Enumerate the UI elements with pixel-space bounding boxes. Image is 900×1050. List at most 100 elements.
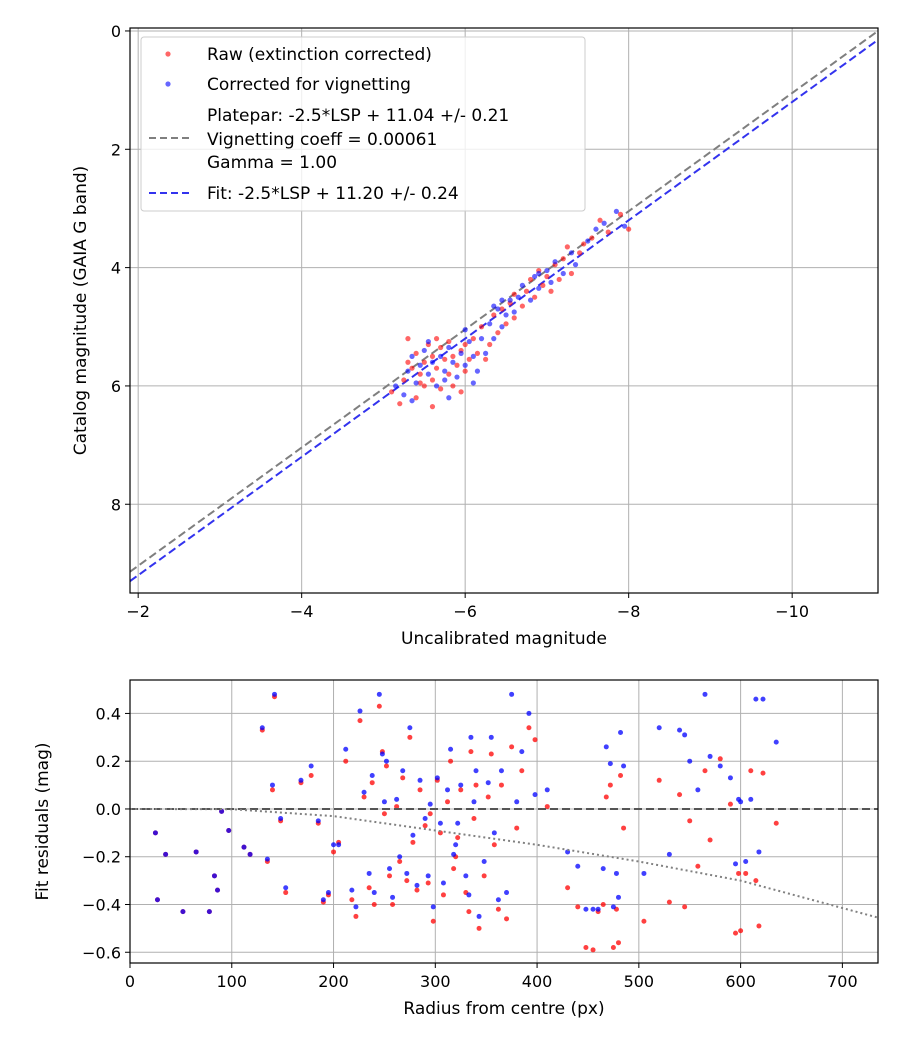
legend-entry-corrected: Corrected for vignetting (207, 75, 411, 95)
data-point (526, 710, 532, 716)
data-point (702, 691, 708, 697)
data-point (756, 849, 762, 855)
data-point (437, 820, 443, 826)
data-point (442, 377, 448, 383)
data-point (753, 696, 759, 702)
data-point (666, 851, 672, 857)
data-point (615, 940, 621, 946)
data-point (466, 338, 472, 345)
data-point (470, 380, 476, 386)
data-point (733, 861, 739, 867)
data-point (583, 944, 589, 950)
data-point (568, 250, 575, 256)
data-point (511, 291, 517, 297)
data-point (371, 901, 377, 907)
x-tick-label: 200 (318, 972, 349, 991)
data-point (417, 777, 423, 783)
data-point (325, 890, 331, 896)
data-point (425, 880, 431, 886)
data-point (241, 844, 247, 850)
data-point (488, 734, 494, 740)
data-point (401, 392, 407, 398)
data-point (458, 389, 464, 395)
data-point (514, 825, 520, 831)
legend-entry-raw: Raw (extinction corrected) (207, 45, 432, 65)
data-point (498, 782, 504, 788)
data-point (656, 777, 662, 783)
data-point (473, 782, 479, 788)
x-tick-label: 100 (216, 972, 247, 991)
data-point (478, 324, 485, 330)
data-point (458, 782, 464, 788)
data-point (397, 859, 403, 865)
data-point (583, 906, 589, 912)
data-point (400, 768, 406, 774)
data-point (499, 306, 505, 312)
data-point (450, 383, 456, 389)
data-point (283, 890, 289, 896)
data-point (357, 708, 363, 714)
data-point (511, 315, 517, 321)
data-point (476, 913, 482, 919)
x-tick-label: −8 (617, 602, 641, 621)
data-point (154, 897, 160, 903)
data-point (343, 746, 349, 752)
data-point (388, 389, 395, 395)
top-x-axis-label: Uncalibrated magnitude (401, 629, 607, 649)
data-point (180, 909, 186, 915)
data-point (446, 395, 452, 401)
data-point (560, 256, 566, 262)
data-point (738, 928, 744, 934)
data-point (353, 904, 359, 910)
bottom-reference-lines (130, 807, 878, 919)
data-point (468, 734, 474, 740)
y-tick-label: 0.2 (96, 752, 121, 771)
data-point (476, 925, 482, 931)
data-point (593, 226, 599, 232)
data-point (495, 897, 501, 903)
data-point (446, 371, 452, 377)
data-point (600, 901, 606, 907)
bottom-axes-frame (129, 679, 879, 964)
data-point (390, 901, 396, 907)
x-tick-label: −4 (290, 602, 314, 621)
data-point (613, 208, 620, 215)
data-point (727, 801, 733, 807)
data-point (666, 899, 672, 905)
data-point (544, 267, 550, 274)
data-point (607, 761, 613, 767)
y-tick-label: 2 (111, 140, 121, 159)
data-point (618, 773, 624, 779)
data-point (615, 894, 621, 900)
legend: Raw (extinction corrected) Corrected for… (140, 36, 586, 212)
data-point (414, 882, 420, 888)
data-point (376, 703, 382, 709)
data-point (748, 796, 754, 802)
data-point (453, 842, 459, 848)
data-point (445, 787, 451, 793)
data-point (433, 383, 440, 389)
data-point (407, 734, 413, 740)
data-point (383, 763, 389, 769)
data-point (736, 870, 742, 876)
data-point (422, 823, 428, 829)
data-point (613, 870, 619, 876)
top-scatter-points (388, 208, 632, 410)
legend-marker-corrected (165, 81, 171, 87)
data-point (474, 368, 481, 374)
data-point (597, 217, 603, 223)
data-point (387, 866, 393, 872)
data-point (515, 294, 521, 300)
data-point (504, 916, 510, 922)
data-point (369, 780, 375, 786)
data-point (466, 356, 472, 362)
data-point (590, 906, 596, 912)
data-point (448, 758, 454, 764)
data-point (421, 383, 427, 389)
bottom-tick-labels: 0 100 200 300 400 500 600 700 −0.6 −0.4 −0.2 0.0 0.2… (82, 704, 858, 991)
data-point (507, 297, 513, 303)
data-point (269, 782, 275, 788)
data-point (446, 344, 452, 351)
data-point (677, 727, 683, 733)
top-tick-labels: −2 −4 −6 −8 −10 0 2 4 6 8 (111, 22, 809, 621)
